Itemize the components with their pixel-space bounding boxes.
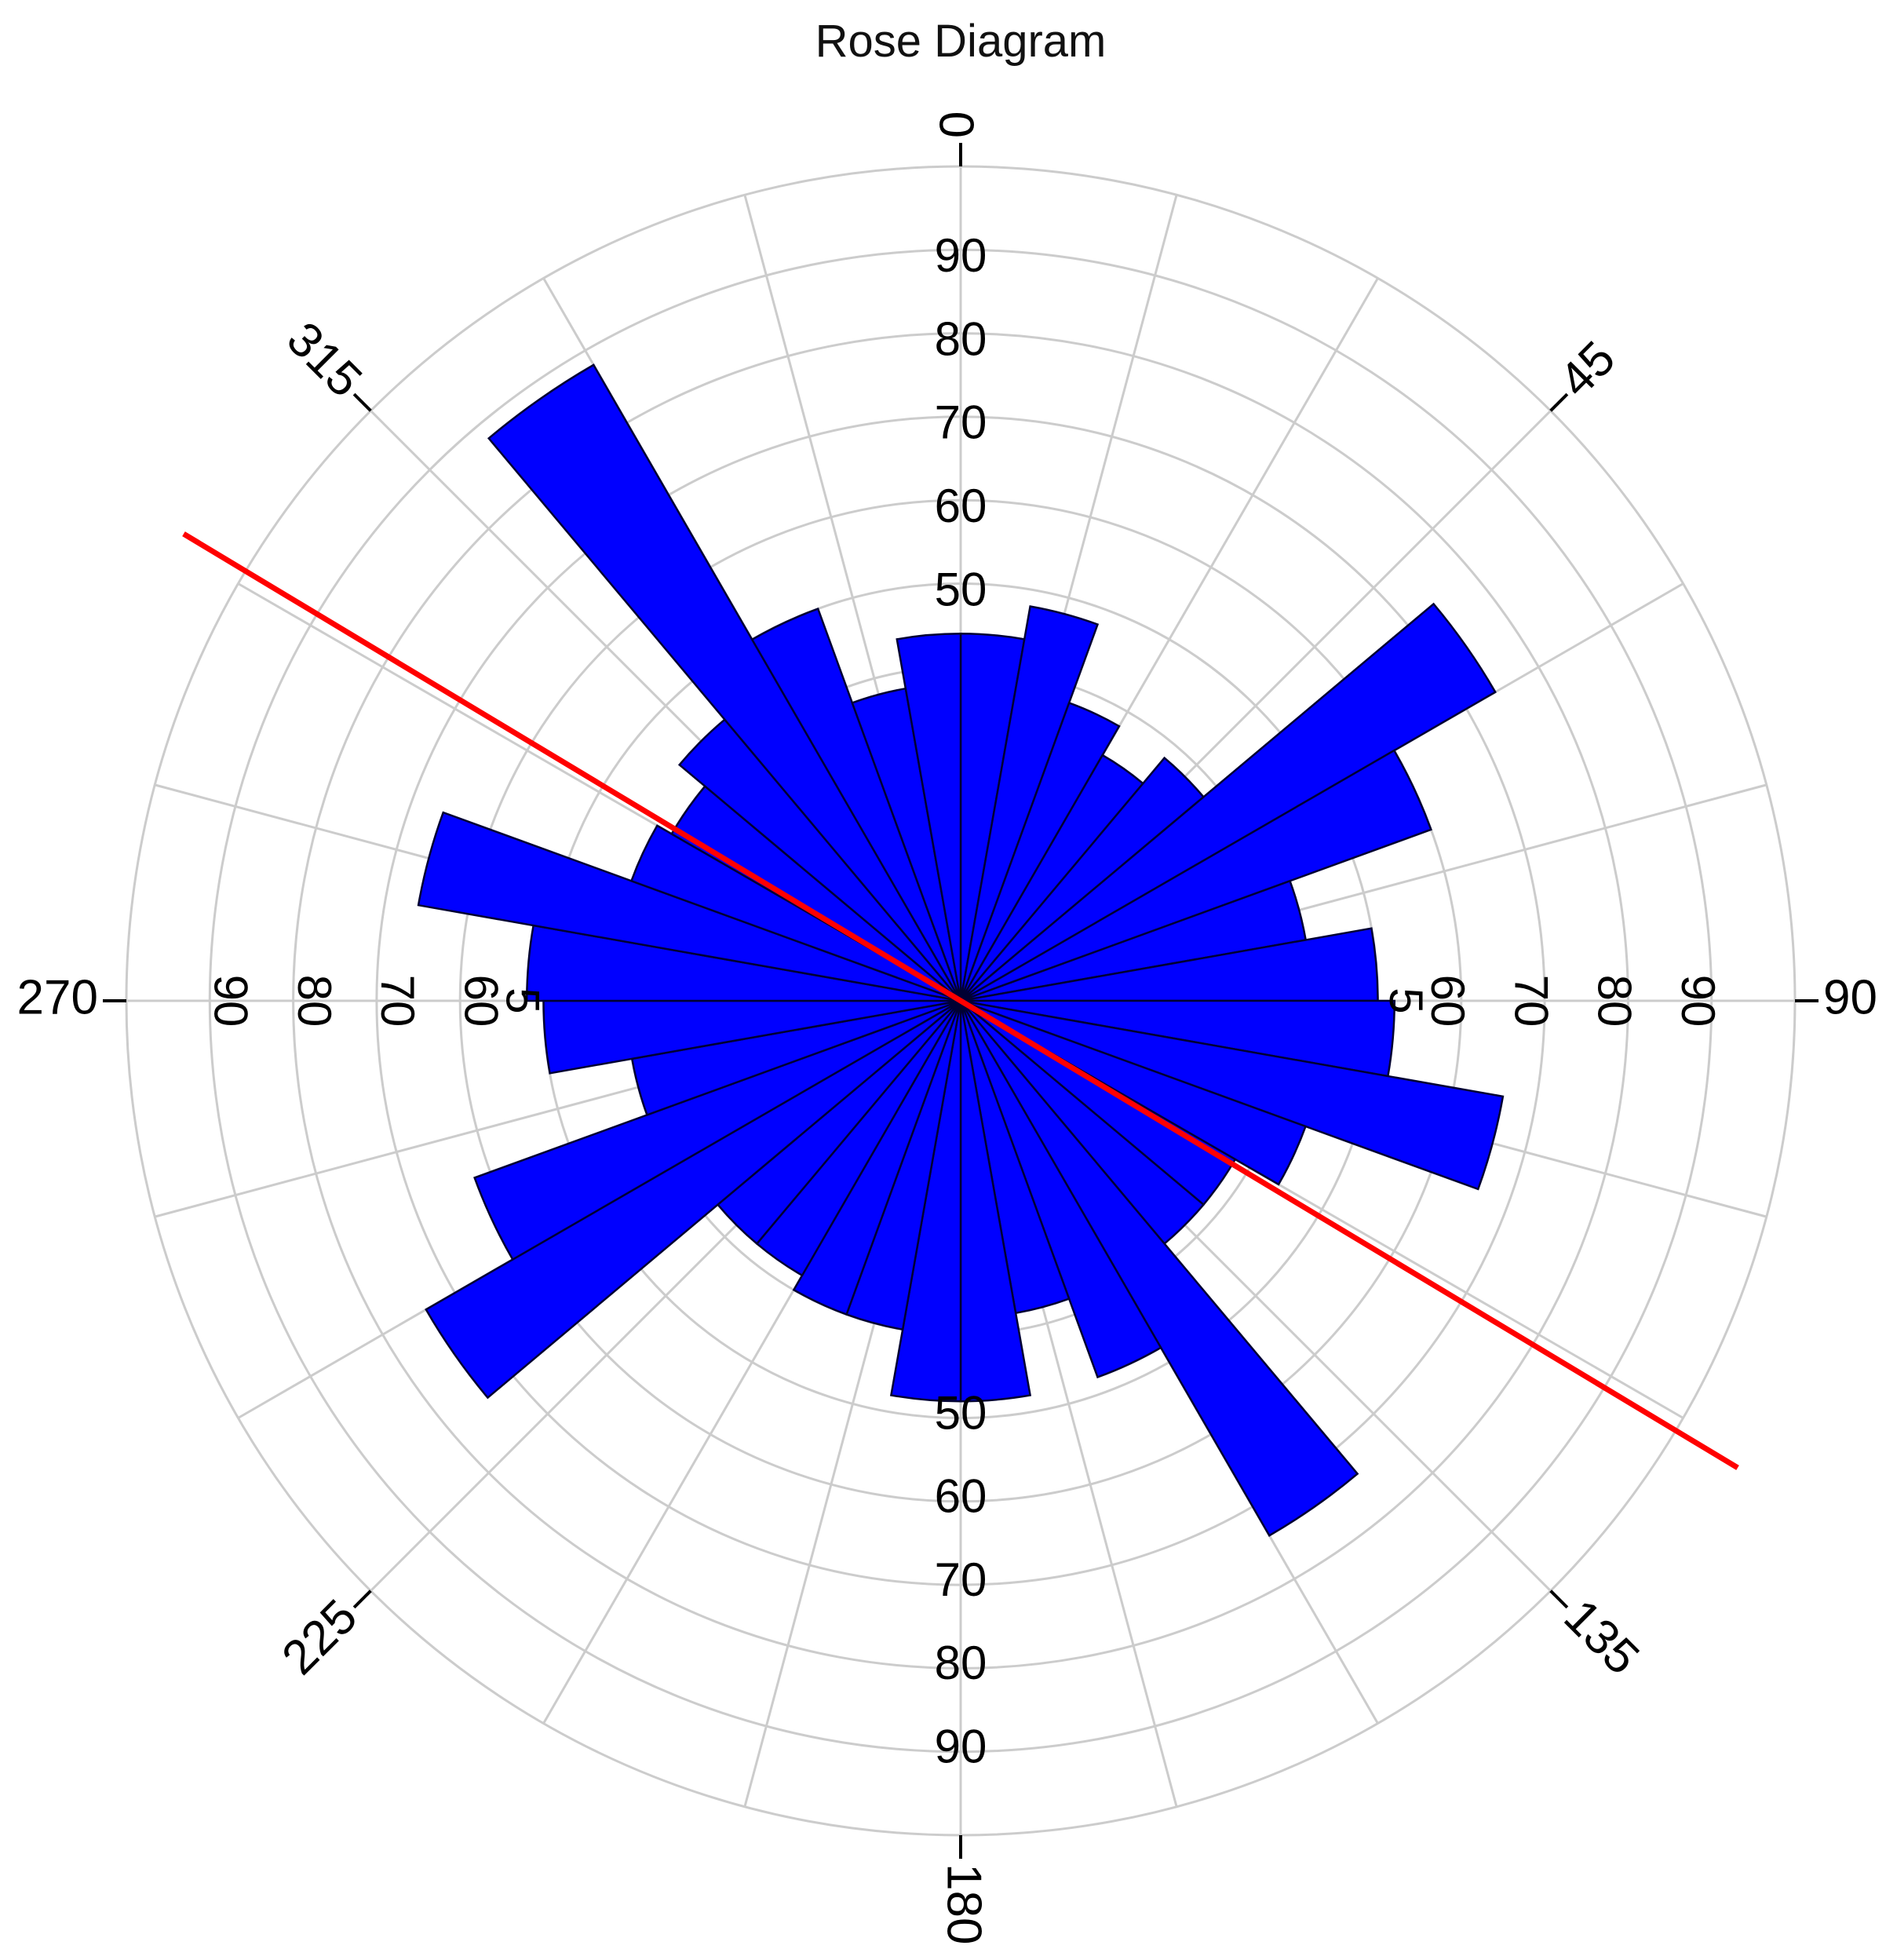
radial-tick-label-bottom: 60 <box>935 1470 987 1523</box>
radial-tick-label-left: 80 <box>288 975 341 1027</box>
rose-bar <box>959 1000 1359 1537</box>
rose-bar <box>792 1000 962 1316</box>
rose-bar <box>959 1000 1162 1379</box>
rose-bar <box>417 811 961 1002</box>
angle-label: 270 <box>17 970 98 1024</box>
radial-tick-label-right: 70 <box>1505 975 1557 1027</box>
rose-bar <box>959 701 1121 1002</box>
radial-tick-label-bottom: 90 <box>935 1721 987 1773</box>
angle-label: 90 <box>1823 970 1877 1024</box>
radial-tick-label-left: 70 <box>371 975 424 1027</box>
rose-bar <box>750 607 962 1002</box>
angle-tick <box>352 392 372 412</box>
rose-bars <box>417 363 1505 1537</box>
radial-tick-label-top: 90 <box>935 229 987 282</box>
rose-bar <box>425 999 961 1400</box>
radial-tick-label-top: 80 <box>935 312 987 365</box>
radial-tick-label-right: 5 <box>1380 987 1432 1013</box>
rose-bar <box>473 999 961 1261</box>
radial-tick-label-bottom: 50 <box>935 1386 987 1439</box>
radial-tick-label-left: 5 <box>497 987 549 1013</box>
rose-bar <box>959 605 1100 1002</box>
radial-tick-label-right: 60 <box>1421 975 1474 1027</box>
angle-label: 45 <box>1549 331 1626 408</box>
radial-tick-label-top: 60 <box>935 480 987 532</box>
radial-tick-label-bottom: 80 <box>935 1637 987 1689</box>
rose-bar <box>960 749 1432 1002</box>
radial-tick-label-left: 90 <box>204 975 257 1027</box>
radial-tick-label-right: 90 <box>1672 975 1724 1027</box>
angle-label: 225 <box>272 1590 367 1685</box>
angle-label: 315 <box>276 312 372 407</box>
angle-label: 135 <box>1554 1590 1650 1685</box>
angle-label: 180 <box>937 1863 991 1944</box>
rose-bar <box>487 363 962 1002</box>
angle-tick <box>1549 1590 1569 1609</box>
rose-bar <box>629 824 961 1002</box>
rose-bar <box>960 999 1505 1191</box>
rose-bar <box>960 602 1497 1002</box>
trend-line <box>182 531 1739 1470</box>
radial-tick-label-left: 60 <box>454 975 507 1027</box>
trend-line-layer <box>182 531 1739 1470</box>
angle-tick <box>1549 392 1569 412</box>
rose-bar <box>896 633 962 1002</box>
radial-tick-label-top: 70 <box>935 396 987 449</box>
radial-tick-label-right: 80 <box>1589 975 1641 1027</box>
radial-tick-label-bottom: 70 <box>935 1553 987 1606</box>
radial-tick-label-top: 50 <box>935 563 987 615</box>
rose-bar <box>960 999 1308 1186</box>
angle-tick <box>352 1590 372 1609</box>
chart-title: Rose Diagram <box>815 16 1107 67</box>
angle-label: 0 <box>930 111 984 138</box>
